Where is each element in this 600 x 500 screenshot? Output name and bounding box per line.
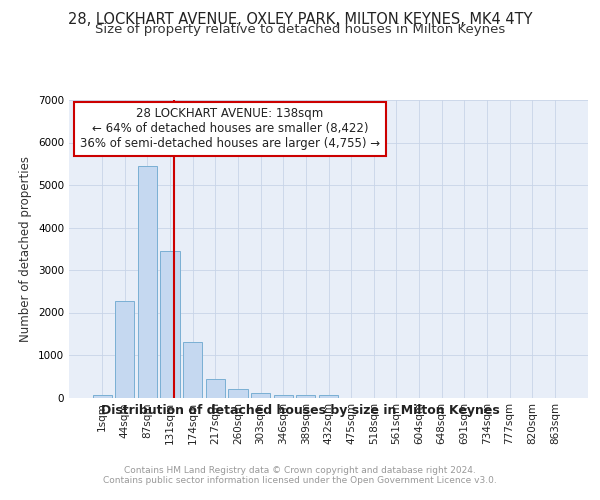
Bar (115, 300, 134, 398)
Bar (160, 252, 180, 398)
Bar (92, 394, 112, 398)
Bar (183, 342, 202, 398)
Bar (229, 390, 248, 398)
Bar (206, 379, 225, 398)
Text: Contains public sector information licensed under the Open Government Licence v3: Contains public sector information licen… (103, 476, 497, 485)
Bar (251, 393, 270, 398)
Y-axis label: Number of detached properties: Number of detached properties (19, 156, 32, 342)
Text: Distribution of detached houses by size in Milton Keynes: Distribution of detached houses by size … (101, 404, 499, 417)
Bar (138, 166, 157, 398)
Text: Size of property relative to detached houses in Milton Keynes: Size of property relative to detached ho… (95, 24, 505, 36)
Text: Contains HM Land Registry data © Crown copyright and database right 2024.: Contains HM Land Registry data © Crown c… (124, 466, 476, 475)
Text: 28 LOCKHART AVENUE: 138sqm
← 64% of detached houses are smaller (8,422)
36% of s: 28 LOCKHART AVENUE: 138sqm ← 64% of deta… (80, 108, 380, 150)
Text: 28, LOCKHART AVENUE, OXLEY PARK, MILTON KEYNES, MK4 4TY: 28, LOCKHART AVENUE, OXLEY PARK, MILTON … (68, 12, 532, 28)
Bar (274, 394, 293, 398)
Bar (296, 395, 316, 398)
Bar (319, 395, 338, 398)
